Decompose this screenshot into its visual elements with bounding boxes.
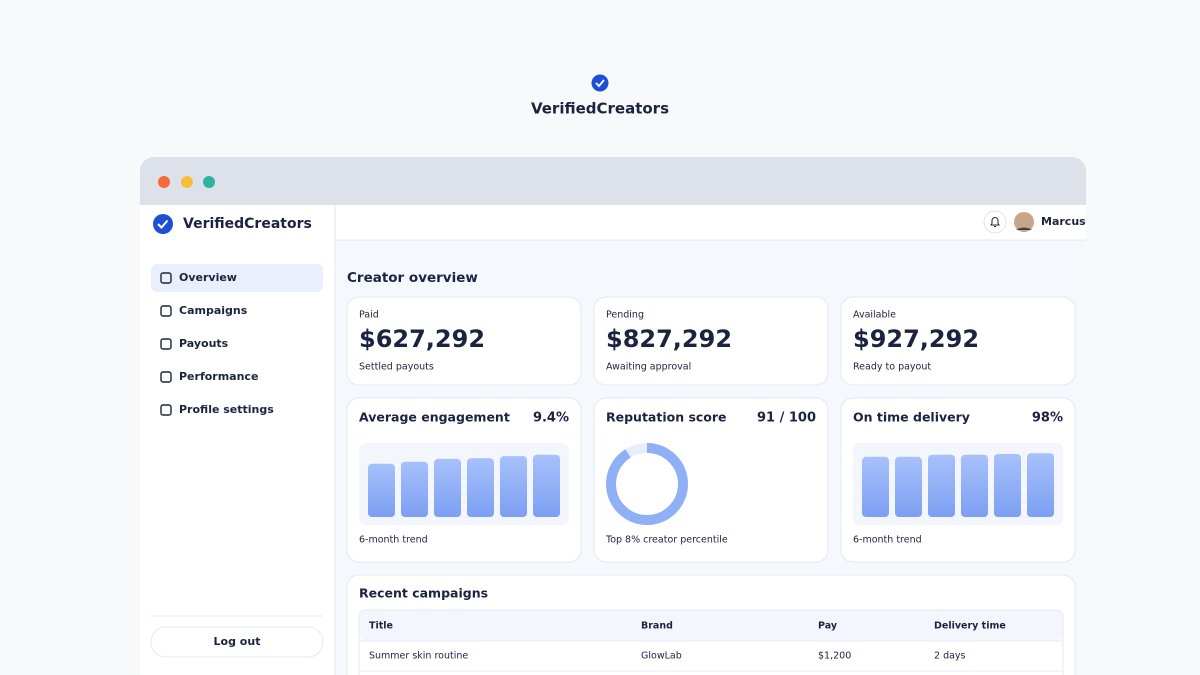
nav-icon: [160, 338, 172, 350]
avatar-shirt: [1016, 227, 1032, 230]
trend-bar: [961, 454, 988, 517]
column-header: Title: [369, 621, 393, 632]
table-cell: Summer skin routine: [369, 651, 468, 662]
avatar[interactable]: [1014, 212, 1034, 232]
page-title: VerifiedCreators: [531, 100, 669, 118]
trend-bar: [401, 461, 428, 517]
nav-item[interactable]: Performance: [179, 370, 258, 383]
balance-label: Paid: [359, 310, 379, 321]
nav-icon: [160, 404, 172, 416]
logout-button[interactable]: [150, 626, 324, 658]
balance-amount: $927,292: [853, 325, 979, 353]
nav-item[interactable]: Payouts: [179, 337, 229, 350]
nav-item[interactable]: Campaigns: [179, 304, 248, 317]
balance-amount: $627,292: [359, 325, 485, 353]
column-header: Pay: [818, 621, 838, 632]
metric-note: Top 8% creator percentile: [605, 535, 728, 546]
trend-bar: [1027, 453, 1054, 517]
trend-bar: [994, 454, 1021, 517]
metric-title: Average engagement: [359, 410, 510, 425]
section-title: Creator overview: [347, 270, 478, 286]
content: Paid $627,292 Settled payouts Pending $827,2…: [346, 296, 1076, 675]
table-header: [359, 610, 1063, 641]
balance-amount: $827,292: [606, 325, 732, 353]
balance-card: [346, 296, 582, 386]
column-header: Brand: [641, 621, 673, 632]
nav-icon: [160, 305, 172, 317]
nav-icon: [160, 371, 172, 383]
trend-bar: [895, 456, 922, 517]
nav-active-bg: [151, 264, 323, 292]
nav-item[interactable]: Overview: [179, 271, 237, 284]
balance-label: Available: [853, 310, 896, 321]
trend-bar: [434, 458, 461, 517]
table-cell: 2 days: [934, 651, 966, 662]
nav-icon: [160, 272, 172, 284]
metric-title: On time delivery: [853, 410, 970, 425]
topbar: [336, 205, 1086, 240]
nav: Overview Campaigns Payouts Performance Profi…: [151, 264, 323, 416]
trend-bar: [368, 463, 395, 517]
brand-icon: [153, 214, 173, 234]
maximize-dot[interactable]: [203, 176, 215, 188]
brand-check: [157, 219, 169, 229]
nav-item[interactable]: Profile settings: [179, 403, 274, 416]
balance-note: Settled payouts: [359, 362, 434, 373]
balance-note: Awaiting approval: [606, 362, 691, 373]
metric-value: 9.4%: [533, 411, 569, 426]
table-cell: $1,200: [818, 651, 851, 662]
balance-card: [593, 296, 829, 386]
trend-bar: [467, 458, 494, 517]
trend-bar: [928, 454, 955, 517]
metric-value: 98%: [1032, 411, 1063, 426]
close-dot[interactable]: [158, 176, 170, 188]
logo-icon: [591, 74, 609, 92]
balance-note: Ready to payout: [853, 362, 931, 373]
column-header: Delivery time: [934, 621, 1006, 632]
metric-value: 91 / 100: [757, 411, 816, 426]
title-bar: [140, 157, 1086, 205]
campaigns-title: Recent campaigns: [359, 586, 488, 601]
metric-note: 6-month trend: [359, 535, 428, 546]
logout-label[interactable]: Log out: [214, 635, 261, 648]
trend-bar: [533, 454, 560, 517]
notification-button[interactable]: [983, 210, 1007, 234]
donut-arc: [606, 443, 688, 525]
user-name[interactable]: Marcus: [1041, 215, 1086, 228]
table-cell: GlowLab: [641, 651, 682, 662]
bell-icon: [990, 217, 1000, 227]
trend-bar: [862, 456, 889, 517]
balance-label: Pending: [606, 310, 644, 321]
balance-card: [840, 296, 1076, 386]
metric-note: 6-month trend: [853, 535, 922, 546]
logo-check: [595, 79, 605, 88]
minimize-dot[interactable]: [181, 176, 193, 188]
window: VerifiedCreators Overview Campaigns Payout…: [140, 157, 1086, 675]
brand-name: VerifiedCreators: [183, 216, 312, 232]
trend-bar: [500, 456, 527, 517]
metric-title: Reputation score: [606, 410, 727, 425]
